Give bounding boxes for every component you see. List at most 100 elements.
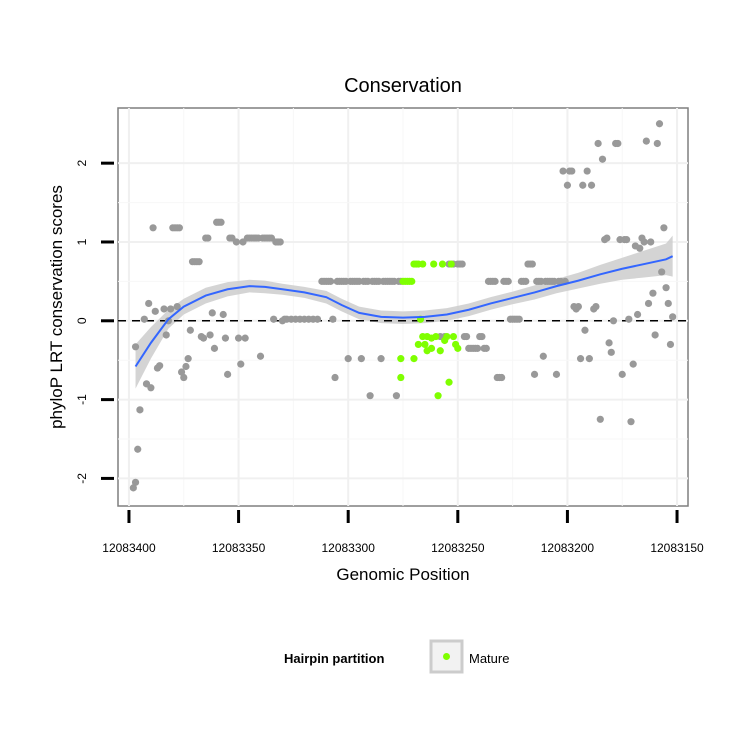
- point-other: [458, 260, 466, 268]
- y-axis-label: phyloP LRT conservation scores: [47, 185, 66, 429]
- point-mature: [410, 355, 418, 363]
- point-other: [623, 236, 631, 244]
- point-mature: [436, 347, 444, 355]
- point-other: [579, 181, 587, 189]
- point-other: [377, 355, 385, 363]
- point-other: [151, 307, 159, 315]
- point-other: [156, 362, 164, 370]
- x-axis-label: Genomic Position: [336, 565, 469, 584]
- point-other: [219, 310, 227, 319]
- point-other: [140, 315, 148, 323]
- point-mature: [430, 260, 438, 268]
- point-other: [498, 373, 506, 382]
- point-other: [462, 332, 471, 341]
- x-tick-label: 12083250: [431, 541, 485, 555]
- point-other: [614, 139, 622, 148]
- legend-label-mature: Mature: [469, 651, 509, 666]
- point-other: [237, 360, 245, 368]
- point-other: [234, 334, 243, 342]
- confidence-band: [135, 235, 673, 389]
- point-other: [491, 277, 499, 285]
- point-other: [596, 415, 604, 423]
- point-mature: [427, 344, 436, 352]
- point-other: [160, 305, 168, 313]
- point-other: [129, 484, 137, 492]
- point-other: [539, 352, 547, 360]
- point-other: [574, 303, 582, 311]
- y-axis-ticks: -2 -1 0 1 2: [75, 160, 114, 484]
- point-other: [131, 343, 140, 351]
- point-mature: [449, 332, 458, 341]
- point-other: [607, 348, 615, 356]
- legend-title: Hairpin partition: [284, 651, 384, 666]
- point-mature: [438, 260, 447, 268]
- point-other: [504, 277, 512, 285]
- point-other: [625, 315, 633, 323]
- point-other: [366, 392, 374, 400]
- point-other: [658, 268, 666, 276]
- point-other: [605, 339, 613, 347]
- x-axis-ticks: 12083400 12083350 12083300 12083250 12083200…: [102, 510, 704, 555]
- point-other: [206, 331, 214, 339]
- y-tick-label: 0: [75, 317, 89, 324]
- point-mature: [454, 344, 462, 352]
- point-other: [327, 277, 335, 285]
- point-other: [195, 258, 203, 266]
- point-mature: [408, 277, 416, 285]
- point-other: [568, 167, 576, 175]
- point-other: [530, 370, 539, 378]
- point-other: [581, 326, 589, 334]
- point-other: [642, 137, 650, 145]
- y-tick-label: 2: [75, 160, 89, 167]
- point-other: [609, 317, 618, 325]
- x-tick-label: 12083400: [102, 541, 156, 555]
- point-other: [392, 392, 401, 400]
- point-mature: [414, 340, 422, 349]
- point-other: [136, 406, 144, 414]
- point-other: [478, 332, 486, 341]
- point-other: [276, 238, 284, 246]
- point-other: [329, 315, 337, 323]
- x-tick-label: 12083150: [650, 541, 704, 555]
- point-other: [552, 370, 561, 378]
- y-tick-label: -1: [75, 394, 89, 405]
- point-other: [594, 139, 602, 148]
- x-tick-label: 12083200: [541, 541, 595, 555]
- point-other: [177, 368, 186, 376]
- point-other: [585, 355, 593, 363]
- y-tick-label: 1: [75, 238, 89, 245]
- point-other: [647, 238, 655, 246]
- grid: [118, 108, 688, 506]
- point-other: [184, 355, 192, 363]
- point-mature: [421, 340, 429, 349]
- point-other: [199, 334, 208, 342]
- point-other: [629, 360, 637, 368]
- point-other: [576, 355, 585, 363]
- point-mature: [443, 332, 451, 341]
- point-other: [344, 355, 352, 363]
- point-other: [217, 218, 225, 226]
- point-other: [660, 224, 668, 232]
- point-other: [204, 234, 212, 242]
- point-mature: [397, 373, 405, 382]
- point-other: [651, 331, 659, 339]
- point-other: [662, 284, 670, 292]
- point-other: [587, 181, 596, 189]
- point-other: [175, 224, 183, 232]
- point-mature: [427, 334, 436, 342]
- confidence-band-area: [135, 235, 673, 389]
- y-tick-label: -2: [75, 473, 89, 484]
- point-other: [182, 362, 190, 371]
- point-other: [224, 370, 232, 378]
- smooth-curve: [134, 255, 674, 368]
- point-other: [655, 120, 664, 128]
- point-other: [241, 334, 249, 342]
- point-other: [669, 313, 677, 321]
- point-other: [208, 309, 216, 317]
- chart-title: Conservation: [344, 75, 462, 97]
- point-other: [331, 373, 339, 382]
- point-other: [147, 384, 155, 392]
- point-other: [180, 373, 188, 382]
- point-other: [653, 139, 661, 148]
